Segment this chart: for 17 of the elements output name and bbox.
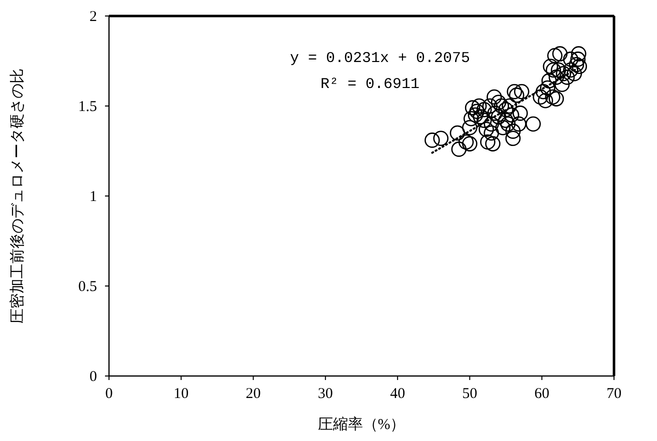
x-tick-label: 70	[606, 386, 622, 402]
x-tick-label: 10	[174, 386, 189, 402]
x-tick-label: 30	[318, 386, 333, 402]
x-axis-title: 圧縮率（%）	[318, 416, 406, 433]
x-tick-label: 60	[534, 386, 550, 402]
y-tick-label: 0	[90, 369, 97, 385]
x-tick-label: 40	[390, 386, 406, 402]
y-tick-label: 1.5	[78, 99, 97, 115]
y-tick-label: 1	[90, 189, 97, 205]
x-tick-label: 50	[462, 386, 478, 402]
y-tick-label: 2	[90, 9, 97, 25]
annotation: R² = 0.6911	[320, 76, 420, 93]
x-tick-label: 0	[105, 386, 113, 402]
y-axis-title: 圧密加工前後のデュロメータ硬さの比	[9, 68, 26, 324]
annotation: y = 0.0231x + 0.2075	[290, 50, 470, 67]
y-tick-label: 0.5	[78, 279, 97, 295]
x-tick-label: 20	[246, 386, 261, 402]
